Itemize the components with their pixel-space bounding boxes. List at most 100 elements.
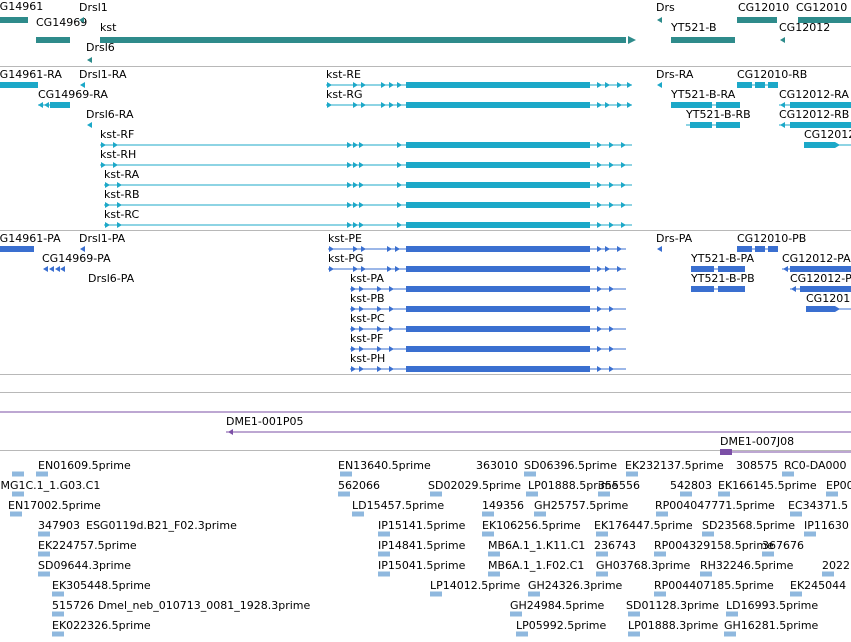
est-label[interactable]: MB6A.1_1.K11.C1: [488, 539, 586, 552]
est-label[interactable]: RP004407185.5prime: [654, 579, 774, 592]
est-feature[interactable]: [482, 569, 506, 579]
est-feature[interactable]: [46, 629, 70, 639]
est-feature[interactable]: [482, 549, 506, 559]
protein-label[interactable]: Drs-PA: [656, 232, 693, 245]
protein-kst-pf[interactable]: [344, 344, 632, 354]
est-feature[interactable]: [590, 569, 614, 579]
clone-label[interactable]: DME1-007J08: [720, 435, 795, 448]
transcript-kst-re[interactable]: [320, 80, 638, 90]
protein-yt521b-pb[interactable]: [685, 284, 751, 294]
est-feature[interactable]: [718, 629, 742, 639]
protein-kst-pc[interactable]: [344, 324, 632, 334]
transcript-cg12012-ra[interactable]: [773, 100, 851, 110]
transcript-drsl6-ra[interactable]: [80, 120, 98, 130]
est-feature[interactable]: [510, 629, 534, 639]
est-feature[interactable]: [6, 469, 30, 479]
est-label[interactable]: 308575: [736, 459, 778, 472]
gene-kst[interactable]: [94, 35, 638, 45]
gene-label[interactable]: YT521-B: [671, 21, 717, 34]
gene-label[interactable]: Drsl1: [79, 1, 108, 14]
protein-label[interactable]: CG12012-PA: [782, 252, 851, 265]
est-feature[interactable]: [372, 549, 396, 559]
est-label[interactable]: EK232137.5prime: [625, 459, 724, 472]
transcript-cg14969-ra[interactable]: [32, 100, 76, 110]
protein-label[interactable]: CG12012-PB: [790, 272, 851, 285]
transcript-label[interactable]: CG12012-RC: [804, 128, 851, 141]
transcript-label[interactable]: Drs-RA: [656, 68, 694, 81]
clone-label[interactable]: DME1-001P05: [226, 415, 304, 428]
est-label[interactable]: EP00: [826, 479, 851, 492]
est-label[interactable]: SD23568.5prime: [702, 519, 795, 532]
transcript-label[interactable]: CG12012-RB: [779, 108, 850, 121]
transcript-label[interactable]: CG14969-RA: [38, 88, 108, 101]
est-label[interactable]: IP14841.5prime: [378, 539, 466, 552]
est-feature[interactable]: [332, 489, 356, 499]
est-feature[interactable]: [32, 569, 56, 579]
transcript-label[interactable]: kst-RF: [100, 128, 135, 141]
est-label[interactable]: LP01888.3prime: [628, 619, 719, 632]
est-feature[interactable]: [30, 469, 54, 479]
protein-label[interactable]: YT521-B-PA: [691, 252, 754, 265]
est-label[interactable]: EN17002.5prime: [8, 499, 101, 512]
est-label[interactable]: GH24984.5prime: [510, 599, 605, 612]
est-feature[interactable]: [372, 529, 396, 539]
protein-cg12012-pc[interactable]: [800, 304, 851, 314]
transcript-kst-ra[interactable]: [98, 180, 638, 190]
est-feature[interactable]: [650, 509, 674, 519]
transcript-label[interactable]: CG12010-RB: [737, 68, 808, 81]
est-feature[interactable]: [696, 529, 720, 539]
transcript-kst-rc[interactable]: [98, 220, 638, 230]
protein-label[interactable]: kst-PB: [350, 292, 385, 305]
protein-cg14969-pa[interactable]: [36, 264, 68, 274]
est-label[interactable]: 236743: [594, 539, 636, 552]
est-feature[interactable]: [520, 489, 544, 499]
gene-cg14961[interactable]: [0, 15, 34, 25]
est-label[interactable]: RH32246.5prime: [700, 559, 794, 572]
protein-label[interactable]: CG14969-PA: [42, 252, 111, 265]
est-label[interactable]: EK022326.5prime: [52, 619, 151, 632]
est-feature[interactable]: [590, 529, 614, 539]
est-label[interactable]: 363010: [476, 459, 518, 472]
est-feature[interactable]: [620, 469, 644, 479]
est-label[interactable]: LP05992.5prime: [516, 619, 607, 632]
gene-label[interactable]: CG14969: [36, 16, 88, 29]
est-feature[interactable]: [694, 569, 718, 579]
est-feature[interactable]: [372, 569, 396, 579]
transcript-label[interactable]: Drsl1-RA: [79, 68, 127, 81]
est-feature[interactable]: [32, 529, 56, 539]
transcript-label[interactable]: CG12012-RA: [779, 88, 849, 101]
est-feature[interactable]: [424, 589, 448, 599]
est-feature[interactable]: [756, 549, 780, 559]
est-feature[interactable]: [334, 469, 358, 479]
est-label[interactable]: IP15041.5prime: [378, 559, 466, 572]
transcript-drs-ra[interactable]: [650, 80, 668, 90]
transcript-label[interactable]: kst-RG: [326, 88, 363, 101]
transcript-yt521b-ra[interactable]: [665, 100, 746, 110]
est-feature[interactable]: [712, 489, 736, 499]
est-label[interactable]: RP004329158.5prime: [654, 539, 774, 552]
est-label[interactable]: DMG1C.1_1.G03.C1: [0, 479, 101, 492]
est-label[interactable]: GH03768.3prime: [596, 559, 691, 572]
protein-cg14961-pa[interactable]: [0, 244, 40, 254]
est-label[interactable]: 515726: [52, 599, 94, 612]
gene-cg14969[interactable]: [30, 35, 76, 45]
est-label[interactable]: EK106256.5prime: [482, 519, 581, 532]
est-feature[interactable]: [674, 489, 698, 499]
transcript-label[interactable]: kst-RE: [326, 68, 361, 81]
transcript-label[interactable]: YT521-B-RA: [671, 88, 736, 101]
protein-label[interactable]: kst-PF: [350, 332, 384, 345]
est-label[interactable]: MB6A.1_1.F02.C1: [488, 559, 585, 572]
protein-cg12010-pb[interactable]: [731, 244, 784, 254]
gene-label[interactable]: CG12010: [738, 1, 790, 14]
est-feature[interactable]: [6, 489, 30, 499]
protein-label[interactable]: kst-PC: [350, 312, 385, 325]
clone-line[interactable]: [0, 407, 851, 417]
est-label[interactable]: EN13640.5prime: [338, 459, 431, 472]
transcript-cg12012-rc[interactable]: [798, 140, 851, 150]
protein-label[interactable]: kst-PH: [350, 352, 386, 365]
est-feature[interactable]: [776, 469, 800, 479]
protein-label[interactable]: Drsl1-PA: [79, 232, 126, 245]
transcript-label[interactable]: Drsl6-RA: [86, 108, 134, 121]
est-label[interactable]: EC34371.5: [788, 499, 849, 512]
transcript-label[interactable]: kst-RH: [100, 148, 137, 161]
